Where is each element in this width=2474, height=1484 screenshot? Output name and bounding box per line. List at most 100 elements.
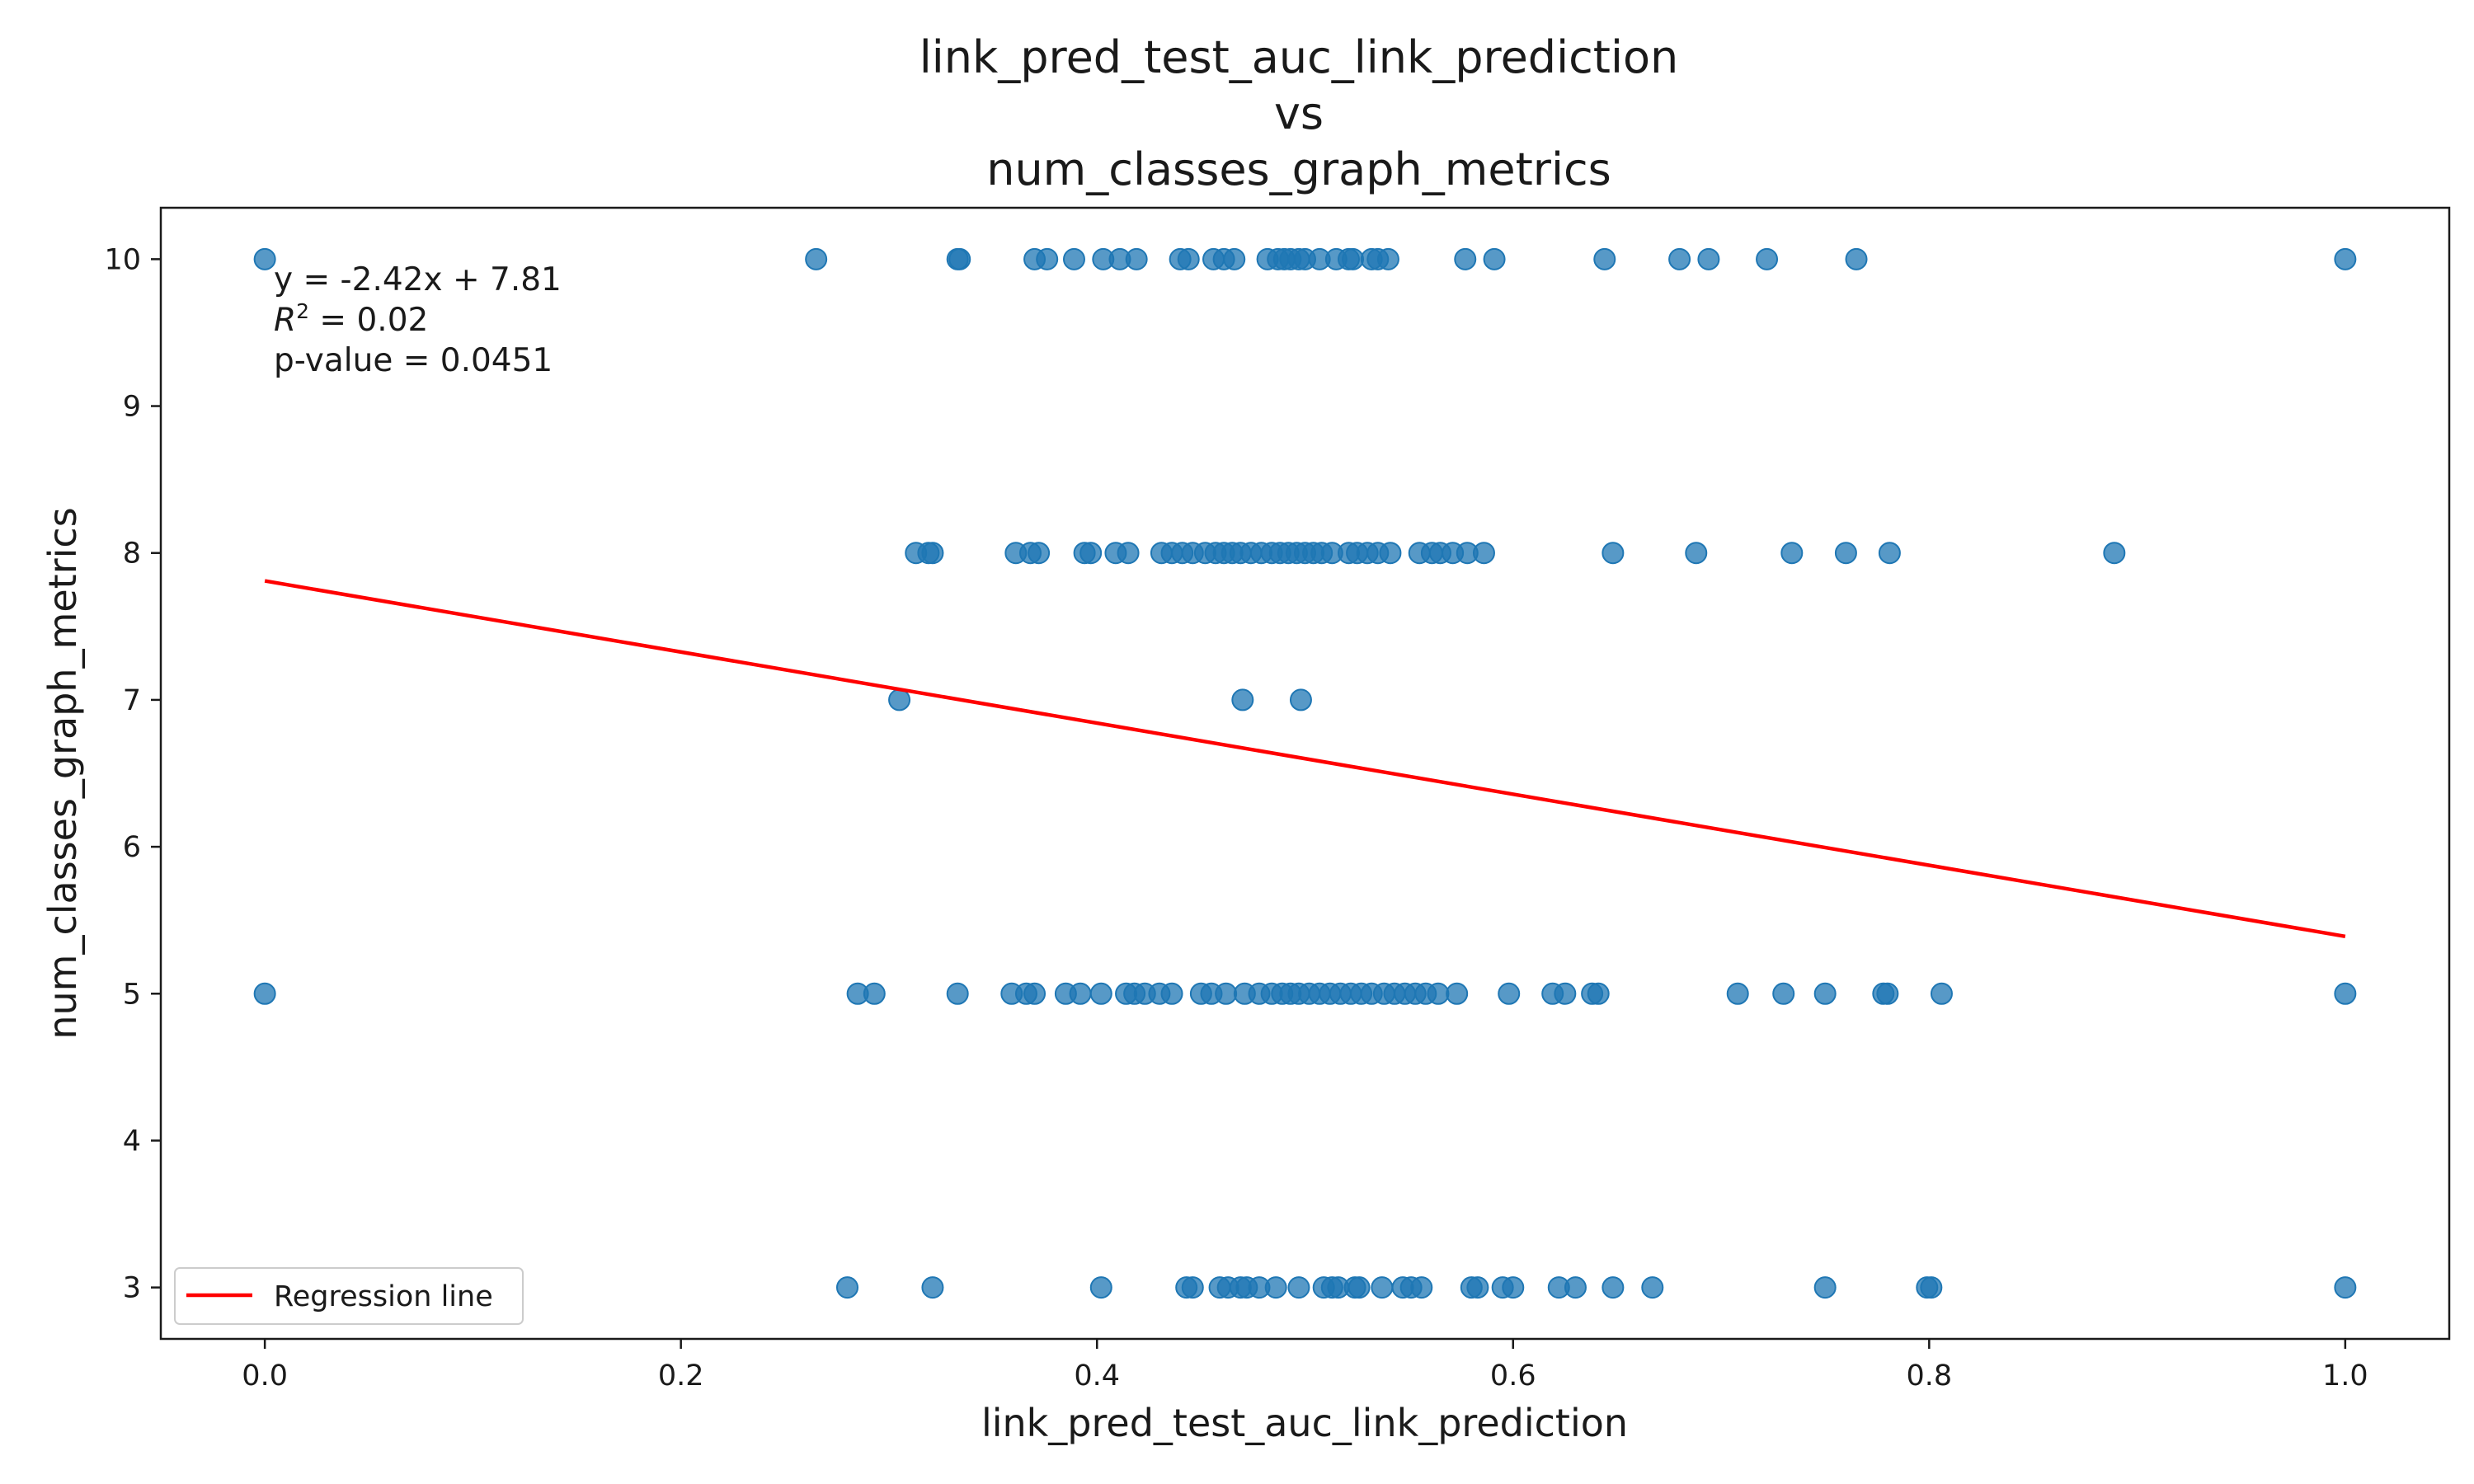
x-tick-label: 0.4	[1074, 1360, 1120, 1392]
y-tick-label: 8	[123, 538, 141, 571]
axis-ticks: 0.0 0.2 0.4 0.6 0.8 1.0 3 4 5 6 7 8 9 10	[104, 243, 2368, 1392]
data-point	[1587, 982, 1610, 1005]
data-point	[1466, 1276, 1489, 1299]
data-point	[921, 1276, 944, 1299]
data-point	[1446, 982, 1469, 1005]
y-tick-label: 5	[123, 978, 141, 1011]
data-point	[1177, 247, 1200, 270]
data-point	[1726, 982, 1749, 1005]
data-point	[1498, 982, 1521, 1005]
data-point	[946, 982, 969, 1005]
data-point	[2334, 1276, 2357, 1299]
data-point	[1427, 982, 1450, 1005]
data-point	[1160, 982, 1183, 1005]
regression-line-layer	[264, 579, 2346, 938]
data-point	[1117, 542, 1140, 565]
data-point	[863, 982, 886, 1005]
data-point	[1483, 247, 1506, 270]
data-point	[1602, 1276, 1625, 1299]
data-point	[1181, 1276, 1204, 1299]
data-point	[1371, 1276, 1394, 1299]
data-point	[1454, 247, 1477, 270]
data-point	[1289, 688, 1312, 711]
y-tick-label: 7	[123, 684, 141, 717]
data-point	[253, 982, 276, 1005]
y-tick-label: 9	[123, 391, 141, 424]
data-point	[1348, 1276, 1371, 1299]
legend-label: Regression line	[274, 1280, 493, 1313]
data-point	[1215, 982, 1238, 1005]
legend-box	[174, 1267, 524, 1325]
data-point	[1813, 982, 1837, 1005]
data-point	[253, 247, 276, 270]
data-point	[1930, 982, 1953, 1005]
data-point	[1223, 247, 1246, 270]
y-tick-label: 4	[123, 1125, 141, 1158]
x-tick-label: 0.2	[658, 1360, 704, 1392]
data-point	[1668, 247, 1691, 270]
data-point	[888, 688, 911, 711]
data-point	[805, 247, 828, 270]
data-point	[1593, 247, 1616, 270]
data-point	[1472, 542, 1495, 565]
data-point	[1554, 982, 1577, 1005]
x-tick-label: 1.0	[2322, 1360, 2368, 1392]
x-tick-label: 0.0	[242, 1360, 288, 1392]
scatter-points	[253, 247, 2357, 1299]
data-point	[2103, 542, 2126, 565]
data-point	[1036, 247, 1059, 270]
data-point	[1062, 247, 1085, 270]
data-point	[1410, 1276, 1433, 1299]
data-point	[1697, 247, 1720, 270]
data-point	[1876, 982, 1899, 1005]
data-point	[921, 542, 944, 565]
data-point	[836, 1276, 858, 1299]
p-value-text: p-value = 0.0451	[274, 342, 553, 379]
regression-line	[264, 579, 2346, 938]
data-point	[1379, 542, 1402, 565]
data-point	[1231, 688, 1254, 711]
data-point	[1023, 982, 1047, 1005]
data-point	[1125, 247, 1148, 270]
y-tick-label: 3	[123, 1272, 141, 1305]
data-point	[948, 247, 971, 270]
data-point	[1641, 1276, 1664, 1299]
data-point	[1685, 542, 1708, 565]
data-point	[1813, 1276, 1837, 1299]
x-axis-label: link_pred_test_auc_link_prediction	[981, 1401, 1628, 1445]
r-squared-symbol: R	[274, 302, 296, 339]
data-point	[1564, 1276, 1587, 1299]
data-point	[1845, 247, 1868, 270]
data-point	[1772, 982, 1795, 1005]
r-squared-exponent: 2	[296, 299, 309, 323]
r-squared-text: R2 = 0.02	[274, 299, 428, 339]
plot-area	[159, 206, 2451, 1341]
r-squared-value: = 0.02	[309, 302, 428, 339]
data-point	[1756, 247, 1779, 270]
data-point	[1602, 542, 1625, 565]
y-axis-label: num_classes_graph_metrics	[40, 507, 85, 1039]
data-point	[1502, 1276, 1525, 1299]
data-point	[1878, 542, 1901, 565]
data-point	[1089, 982, 1112, 1005]
data-point	[1376, 247, 1399, 270]
data-point	[1264, 1276, 1287, 1299]
y-tick-label: 10	[104, 243, 141, 276]
chart-title-line-3: num_classes_graph_metrics	[986, 143, 1611, 195]
data-point	[1920, 1276, 1943, 1299]
data-point	[2334, 982, 2357, 1005]
data-point	[1834, 542, 1857, 565]
x-tick-label: 0.8	[1906, 1360, 1952, 1392]
data-point	[1028, 542, 1051, 565]
chart-title-line-2: vs	[1274, 87, 1324, 139]
data-point	[1342, 247, 1365, 270]
data-point	[1287, 1276, 1310, 1299]
data-point	[1069, 982, 1092, 1005]
y-tick-label: 6	[123, 831, 141, 864]
regression-equation: y = -2.42x + 7.81	[274, 261, 562, 298]
data-point	[2334, 247, 2357, 270]
chart-title-line-1: link_pred_test_auc_link_prediction	[920, 31, 1678, 83]
data-point	[1780, 542, 1804, 565]
legend: Regression line	[174, 1267, 524, 1325]
